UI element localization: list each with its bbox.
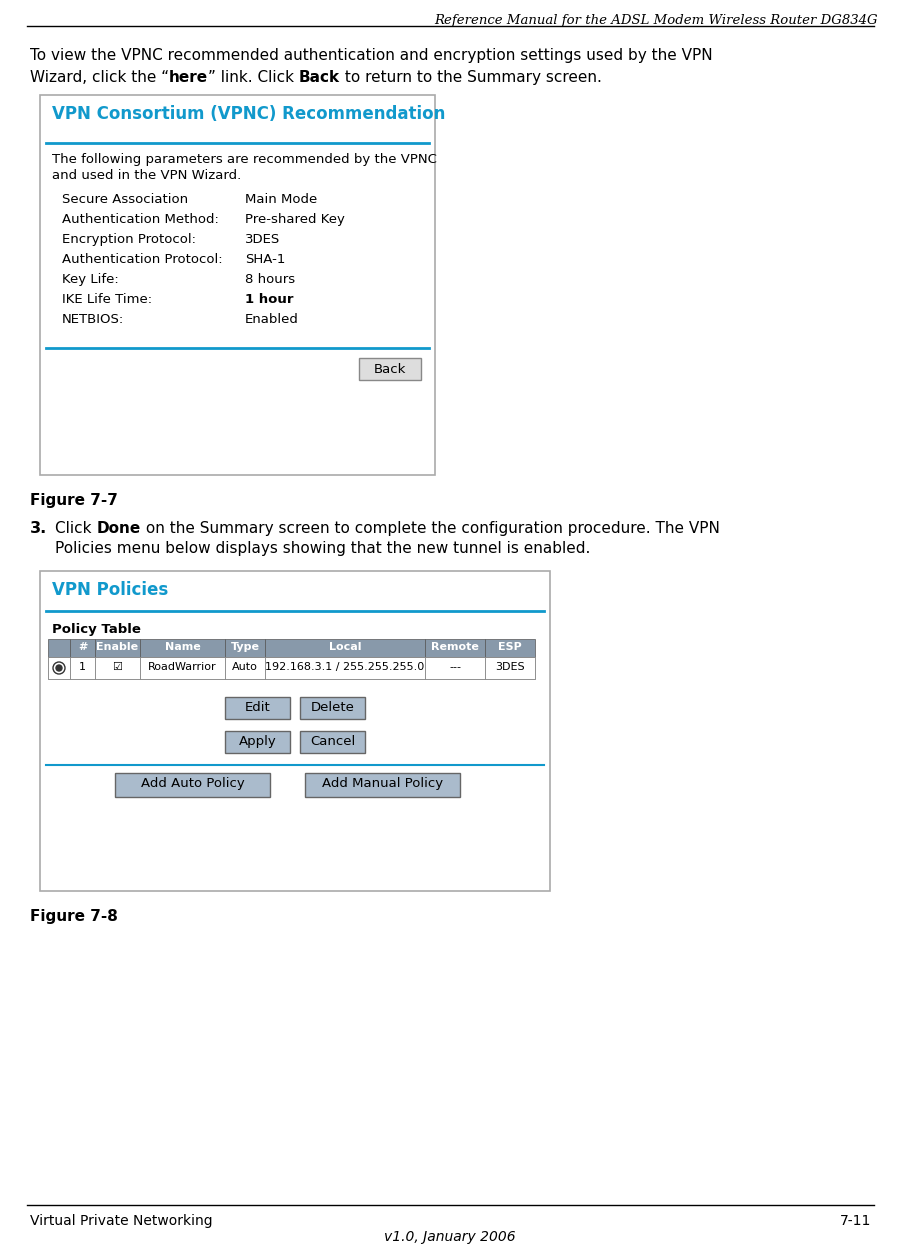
Text: Local: Local xyxy=(329,642,361,652)
Text: here: here xyxy=(169,70,208,85)
Text: Edit: Edit xyxy=(245,701,270,715)
Text: VPN Consortium (VPNC) Recommendation: VPN Consortium (VPNC) Recommendation xyxy=(52,105,445,123)
Text: 7-11: 7-11 xyxy=(840,1215,871,1228)
Text: Key Life:: Key Life: xyxy=(62,273,119,286)
Text: Figure 7-8: Figure 7-8 xyxy=(30,909,118,924)
Text: ” link. Click: ” link. Click xyxy=(208,70,299,85)
Bar xyxy=(48,657,535,680)
Text: IKE Life Time:: IKE Life Time: xyxy=(62,293,152,306)
Text: Pre-shared Key: Pre-shared Key xyxy=(245,213,345,226)
Bar xyxy=(485,657,535,680)
Bar xyxy=(48,638,70,657)
Bar xyxy=(140,657,225,680)
Text: Policies menu below displays showing that the new tunnel is enabled.: Policies menu below displays showing tha… xyxy=(55,541,590,556)
Bar xyxy=(300,697,365,720)
Bar xyxy=(359,358,421,380)
Text: Type: Type xyxy=(231,642,259,652)
Text: Enabled: Enabled xyxy=(245,313,299,325)
Text: The following parameters are recommended by the VPNC: The following parameters are recommended… xyxy=(52,153,437,166)
Text: Figure 7-7: Figure 7-7 xyxy=(30,493,118,508)
Text: VPN Policies: VPN Policies xyxy=(52,581,168,599)
Text: Remote: Remote xyxy=(431,642,479,652)
Bar xyxy=(300,731,365,753)
Bar xyxy=(70,638,95,657)
Text: ---: --- xyxy=(449,662,461,672)
Bar xyxy=(265,657,425,680)
Text: 8 hours: 8 hours xyxy=(245,273,296,286)
Bar xyxy=(225,731,290,753)
Text: Auto: Auto xyxy=(232,662,258,672)
Text: Done: Done xyxy=(96,521,141,536)
Text: ☑: ☑ xyxy=(113,662,123,672)
Text: Policy Table: Policy Table xyxy=(52,624,141,636)
Text: Cancel: Cancel xyxy=(310,734,355,748)
Bar xyxy=(70,657,95,680)
Bar xyxy=(48,657,70,680)
Bar xyxy=(425,638,485,657)
Text: and used in the VPN Wizard.: and used in the VPN Wizard. xyxy=(52,170,241,182)
Text: RoadWarrior: RoadWarrior xyxy=(148,662,217,672)
Bar xyxy=(95,638,140,657)
Text: Add Manual Policy: Add Manual Policy xyxy=(322,777,443,791)
Bar xyxy=(115,773,270,797)
Text: Authentication Protocol:: Authentication Protocol: xyxy=(62,253,223,266)
Text: Encryption Protocol:: Encryption Protocol: xyxy=(62,233,196,246)
Bar xyxy=(225,657,265,680)
Text: Click: Click xyxy=(55,521,96,536)
Text: NETBIOS:: NETBIOS: xyxy=(62,313,124,325)
Text: Secure Association: Secure Association xyxy=(62,193,188,206)
Text: Main Mode: Main Mode xyxy=(245,193,317,206)
Bar xyxy=(140,638,225,657)
Bar xyxy=(225,638,265,657)
Bar xyxy=(95,657,140,680)
Bar xyxy=(265,638,425,657)
Text: Apply: Apply xyxy=(239,734,277,748)
Text: Authentication Method:: Authentication Method: xyxy=(62,213,219,226)
Text: 1 hour: 1 hour xyxy=(245,293,294,306)
Text: Wizard, click the “: Wizard, click the “ xyxy=(30,70,169,85)
Text: 3.: 3. xyxy=(30,521,47,536)
Text: on the Summary screen to complete the configuration procedure. The VPN: on the Summary screen to complete the co… xyxy=(141,521,720,536)
Text: Enable: Enable xyxy=(96,642,139,652)
Circle shape xyxy=(56,665,62,671)
Text: Back: Back xyxy=(299,70,341,85)
Text: SHA-1: SHA-1 xyxy=(245,253,286,266)
Bar xyxy=(225,697,290,720)
Text: Virtual Private Networking: Virtual Private Networking xyxy=(30,1215,213,1228)
Text: Delete: Delete xyxy=(311,701,354,715)
Text: ESP: ESP xyxy=(498,642,522,652)
Bar xyxy=(485,638,535,657)
Bar xyxy=(425,657,485,680)
Bar xyxy=(40,95,435,475)
Text: Reference Manual for the ADSL Modem Wireless Router DG834G: Reference Manual for the ADSL Modem Wire… xyxy=(434,14,878,27)
Text: 3DES: 3DES xyxy=(496,662,524,672)
Text: 3DES: 3DES xyxy=(245,233,280,246)
Text: 1: 1 xyxy=(79,662,86,672)
Text: 192.168.3.1 / 255.255.255.0: 192.168.3.1 / 255.255.255.0 xyxy=(266,662,424,672)
Text: Name: Name xyxy=(165,642,200,652)
Text: Add Auto Policy: Add Auto Policy xyxy=(141,777,244,791)
Text: v1.0, January 2006: v1.0, January 2006 xyxy=(384,1230,515,1245)
Text: #: # xyxy=(77,642,87,652)
Text: to return to the Summary screen.: to return to the Summary screen. xyxy=(341,70,602,85)
Bar xyxy=(40,571,550,892)
Bar xyxy=(305,773,460,797)
Text: To view the VPNC recommended authentication and encryption settings used by the : To view the VPNC recommended authenticat… xyxy=(30,47,713,64)
Text: Back: Back xyxy=(374,363,406,377)
